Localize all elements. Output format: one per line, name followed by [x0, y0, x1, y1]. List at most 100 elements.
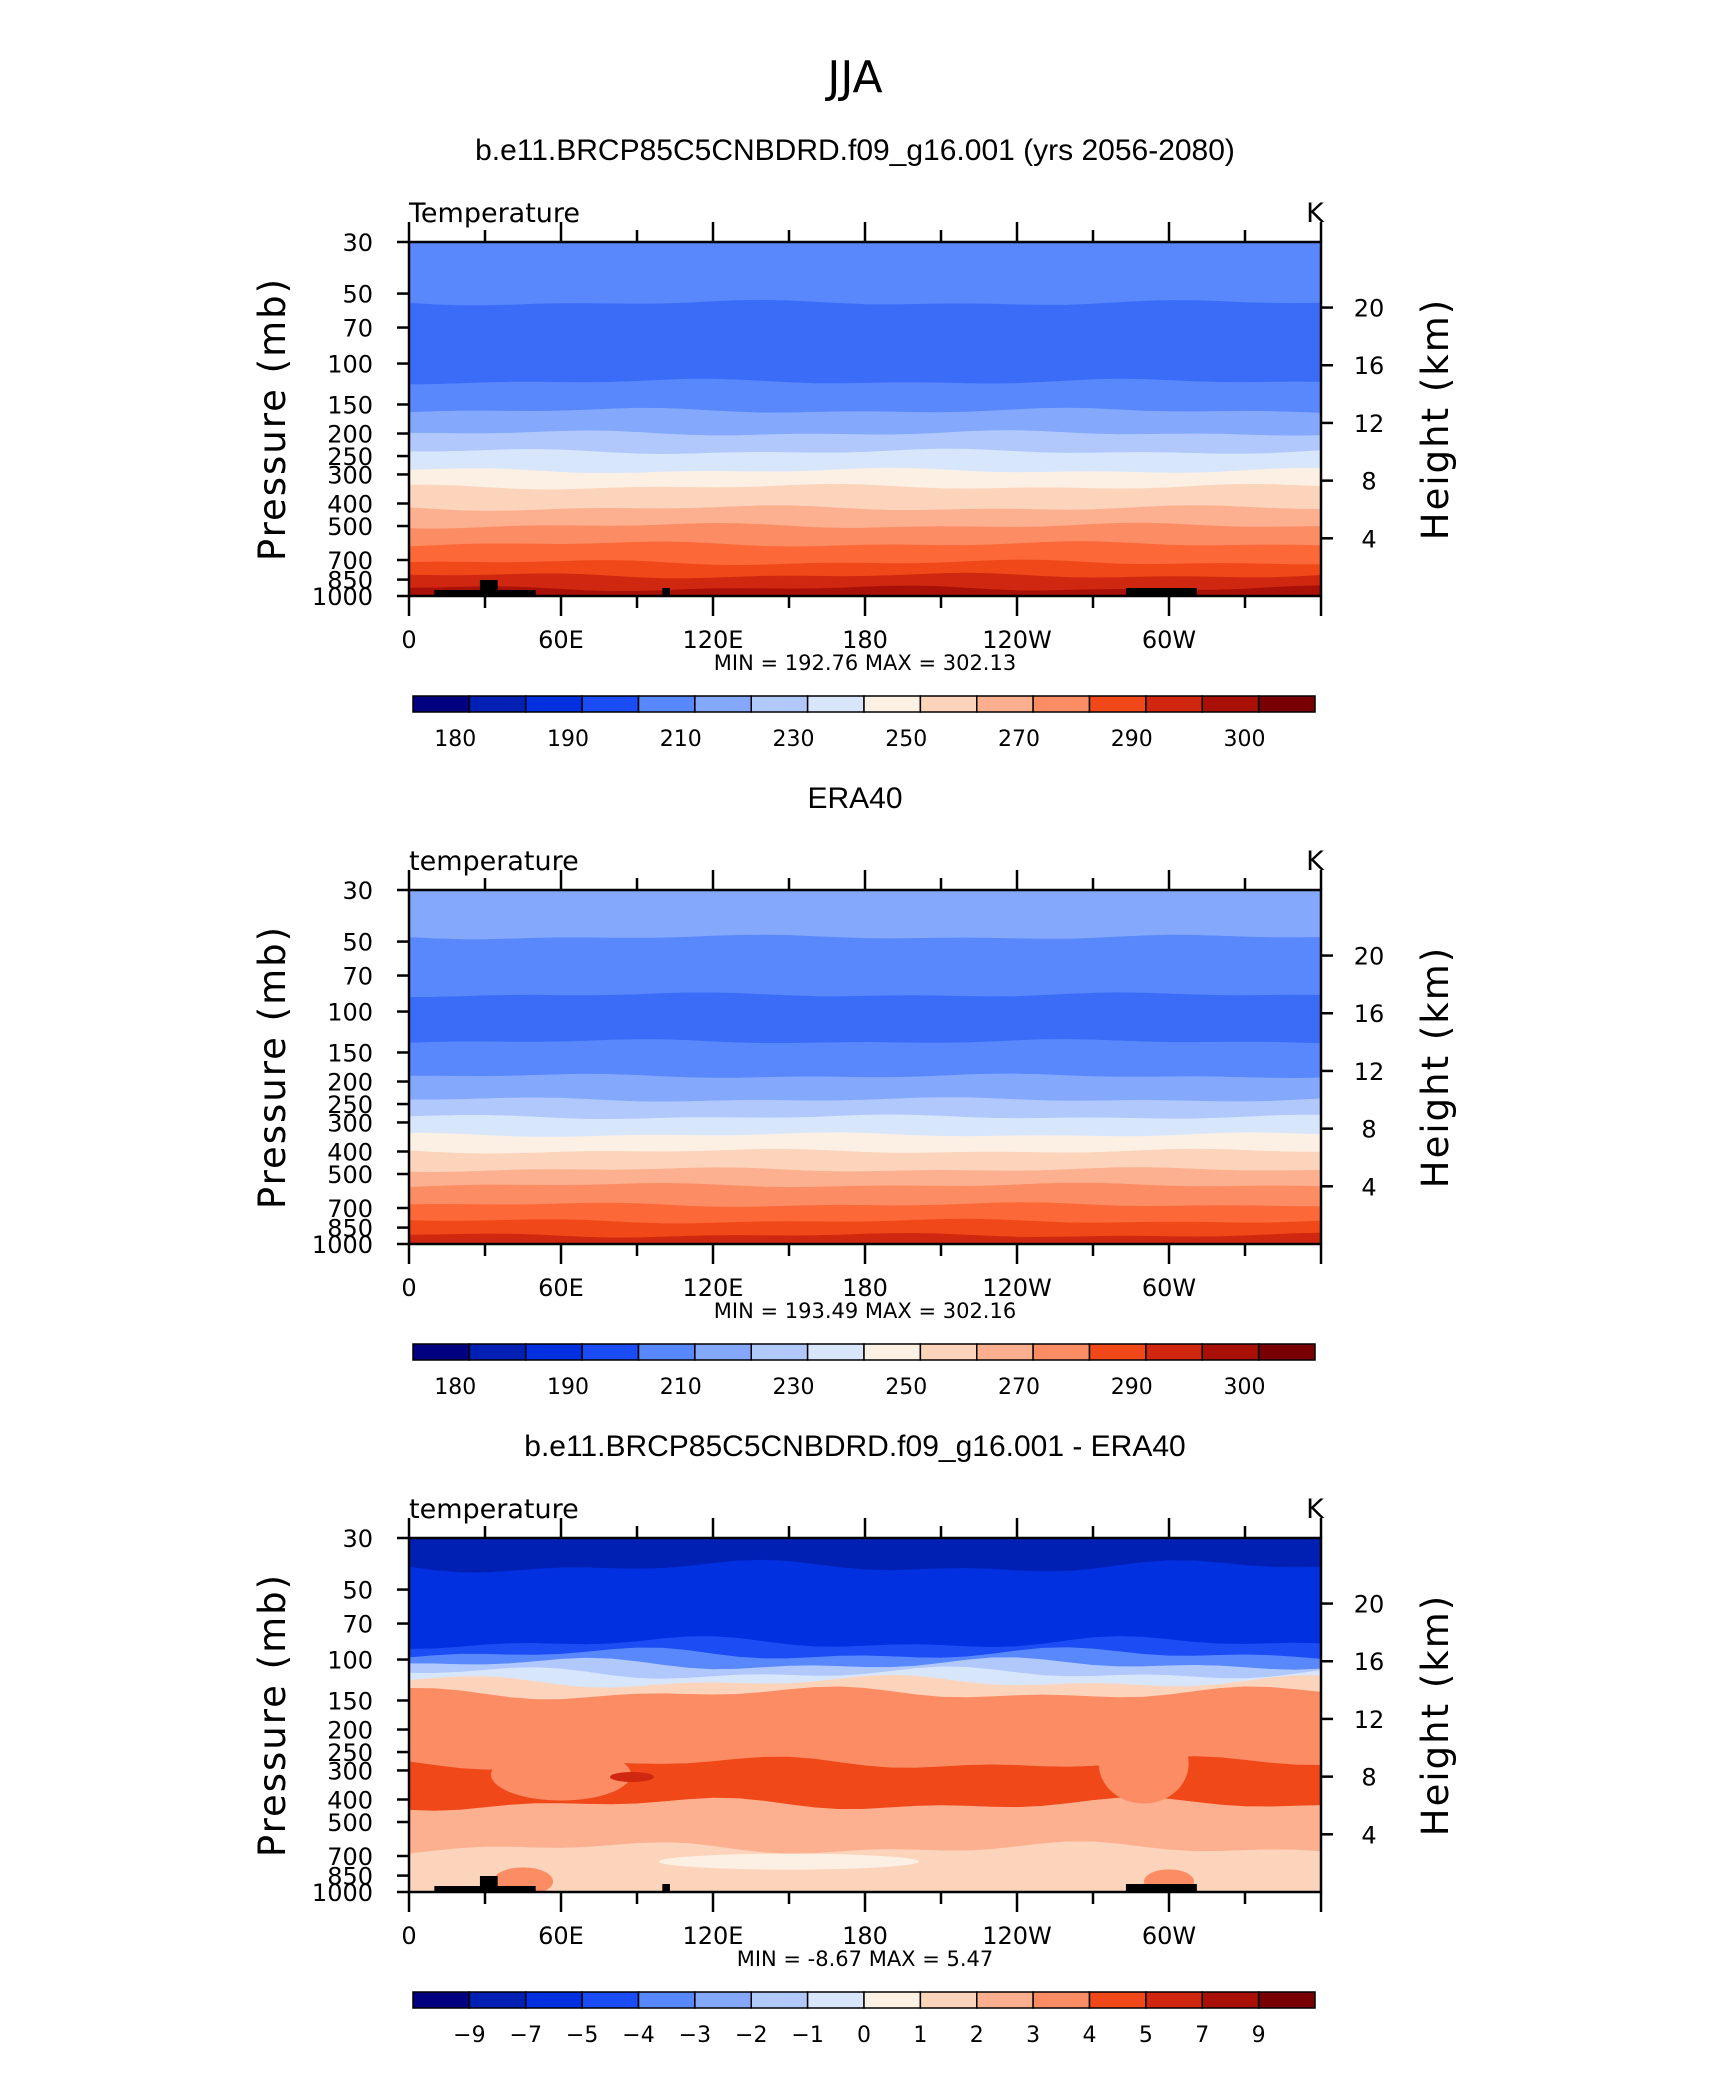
contour-band	[1098, 1723, 1189, 1804]
colorbar: 180 190 210 230 250 270 290 300	[412, 1343, 1316, 1400]
y-tick-label-right: 4	[1361, 1821, 1376, 1849]
colorbar: −9 −7 −5 −4 −3 −2 −1 0 1 2 3 4 5 7 9	[412, 1991, 1316, 2048]
colorbar-box	[863, 1991, 922, 2009]
contour-band	[409, 1559, 1321, 1650]
colorbar-box	[1088, 1343, 1147, 1361]
topography-block	[1125, 588, 1197, 596]
y-tick-label: 150	[327, 1687, 373, 1715]
y-tick-label: 70	[342, 963, 373, 991]
panel-units-label: K	[1306, 846, 1325, 877]
colorbar-box	[1088, 695, 1147, 713]
x-tick-label: 60E	[538, 1274, 584, 1302]
colorbar-box	[863, 1343, 922, 1361]
colorbar-box	[1088, 1991, 1147, 2009]
x-tick-label: 60W	[1142, 1922, 1196, 1950]
colorbar-box	[1201, 1343, 1260, 1361]
y-tick-label: 100	[327, 999, 373, 1027]
colorbar-box	[976, 1991, 1034, 2009]
colorbar-box	[750, 1991, 809, 2009]
y-tick-label: 850	[327, 1863, 373, 1891]
topography-block	[662, 1884, 670, 1892]
y-axis-label-right: Height (km)	[1414, 946, 1457, 1188]
x-tick-label: 180	[842, 1922, 888, 1950]
y-tick-label-right: 16	[1354, 352, 1385, 380]
y-tick-label: 150	[327, 1039, 373, 1067]
y-tick-label: 400	[327, 1138, 373, 1166]
colorbar-box	[581, 1991, 640, 2009]
panel-title: b.e11.BRCP85C5CNBDRD.f09_g16.001 - ERA40	[524, 1430, 1185, 1463]
colorbar-label: −1	[791, 2023, 823, 2048]
colorbar-box	[468, 695, 527, 713]
colorbar-box	[468, 1991, 527, 2009]
y-axis-label-right: Height (km)	[1414, 298, 1457, 540]
colorbar-box	[581, 1343, 640, 1361]
colorbar-label: 1	[913, 2023, 927, 2048]
y-tick-label: 850	[327, 567, 373, 595]
colorbar-box	[750, 1343, 809, 1361]
colorbar-box	[806, 695, 865, 713]
colorbar-box	[581, 695, 640, 713]
x-tick-label: 60W	[1142, 626, 1196, 654]
panel-left-label: Temperature	[408, 198, 580, 229]
y-tick-label: 500	[327, 1809, 373, 1837]
colorbar-label: 4	[1083, 2023, 1097, 2048]
y-tick-label-right: 8	[1361, 468, 1376, 496]
colorbar-box	[412, 695, 471, 713]
x-tick-label: 180	[842, 626, 888, 654]
colorbar-label: 290	[1111, 727, 1153, 752]
panel-left-label: temperature	[409, 1494, 579, 1525]
contour-band	[659, 1853, 919, 1870]
x-tick-label: 120W	[982, 1922, 1052, 1950]
x-tick-label: 0	[401, 1274, 416, 1302]
colorbar-box	[976, 1343, 1034, 1361]
x-tick-label: 120W	[982, 626, 1052, 654]
colorbar-label: 2	[970, 2023, 984, 2048]
contour-band	[409, 585, 1321, 596]
colorbar-box	[1032, 1991, 1091, 2009]
colorbar-label: 0	[857, 2023, 871, 2048]
colorbar-box	[525, 1991, 583, 2009]
y-axis-label-left: Pressure (mb)	[251, 1573, 294, 1857]
y-tick-label-right: 20	[1354, 943, 1385, 971]
colorbar-label: −7	[510, 2023, 542, 2048]
colorbar-box	[694, 1991, 752, 2009]
colorbar-label: −5	[566, 2023, 598, 2048]
panel-units-label: K	[1306, 198, 1325, 229]
contour-band	[409, 378, 1321, 414]
colorbar-label: 7	[1195, 2023, 1209, 2048]
x-tick-label: 120E	[683, 1274, 744, 1302]
x-tick-label: 0	[401, 626, 416, 654]
colorbar-label: 270	[998, 727, 1040, 752]
colorbar-label: 300	[1224, 1375, 1266, 1400]
colorbar-box	[919, 1343, 978, 1361]
colorbar-box	[1032, 1343, 1091, 1361]
x-tick-label: 120E	[683, 1922, 744, 1950]
y-tick-label: 1000	[312, 583, 373, 611]
y-tick-label: 200	[327, 421, 373, 449]
colorbar-label: 180	[434, 1375, 476, 1400]
y-tick-label-right: 8	[1361, 1764, 1376, 1792]
contour-band	[409, 934, 1321, 998]
y-tick-label: 200	[327, 1717, 373, 1745]
colorbar-box	[919, 1991, 978, 2009]
season-title: JJA	[824, 52, 882, 103]
colorbar-label: −4	[622, 2023, 654, 2048]
colorbar-label: 230	[773, 727, 815, 752]
y-tick-label: 70	[342, 1611, 373, 1639]
contour-band	[491, 1748, 631, 1801]
contour-band	[409, 1232, 1321, 1244]
topography-block	[479, 1876, 498, 1892]
min-max-stats: MIN = 192.76 MAX = 302.13	[714, 651, 1016, 675]
y-tick-label-right: 8	[1361, 1116, 1376, 1144]
y-tick-label: 100	[327, 351, 373, 379]
colorbar-box	[525, 695, 583, 713]
y-tick-label: 30	[342, 1525, 373, 1553]
colorbar-box	[1145, 1991, 1203, 2009]
colorbar-box	[525, 1343, 583, 1361]
colorbar-box	[976, 695, 1034, 713]
colorbar-box	[1032, 695, 1091, 713]
y-tick-label: 500	[327, 513, 373, 541]
y-tick-label: 200	[327, 1069, 373, 1097]
y-tick-label: 50	[342, 929, 373, 957]
colorbar-label: 270	[998, 1375, 1040, 1400]
